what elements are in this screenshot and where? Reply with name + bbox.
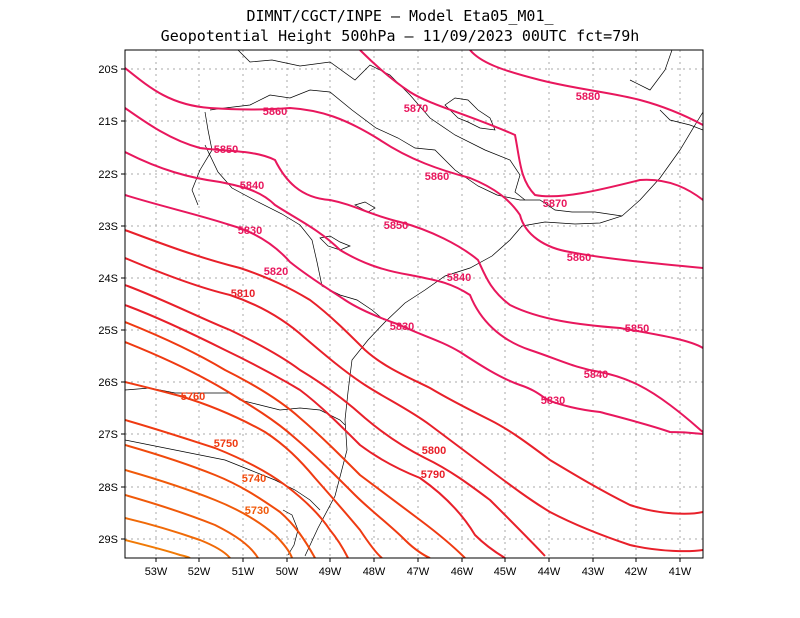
lon-label: 44W xyxy=(538,566,561,578)
lat-label: 21S xyxy=(98,116,118,128)
lon-label: 43W xyxy=(582,566,605,578)
contour-label: 5730 xyxy=(245,505,269,517)
contour-label: 5830 xyxy=(390,321,414,333)
lat-label: 24S xyxy=(98,273,118,285)
contour-5820 xyxy=(125,229,703,515)
contour-5830 xyxy=(125,194,703,435)
contour-label: 5760 xyxy=(181,391,205,403)
lon-label: 49W xyxy=(319,566,342,578)
state-border-sp-pr xyxy=(204,144,385,321)
reservoir-1 xyxy=(444,97,496,131)
state-border-sp-mg xyxy=(209,89,623,217)
geography-lines xyxy=(125,50,703,557)
contour-5880 xyxy=(469,50,703,126)
contour-label: 5840 xyxy=(584,369,608,381)
state-border-sc-rs xyxy=(125,439,321,511)
contour-label: 5860 xyxy=(263,106,287,118)
contour-5780 xyxy=(125,321,466,558)
contour-label: 5850 xyxy=(384,220,408,232)
state-border-ms-pr xyxy=(191,111,213,206)
plot-frame xyxy=(124,49,704,559)
chart-title-line-2: Geopotential Height 500hPa – 11/09/2023 … xyxy=(160,27,640,45)
state-border-north xyxy=(237,50,526,201)
reservoir-2 xyxy=(319,235,351,251)
lat-label: 28S xyxy=(98,482,118,494)
contour-5770 xyxy=(125,341,431,558)
graticule xyxy=(125,50,703,558)
lon-label: 51W xyxy=(232,566,255,578)
contour-5870 xyxy=(359,50,703,201)
lon-label: 46W xyxy=(451,566,474,578)
contour-5800 xyxy=(125,284,546,557)
lon-label: 45W xyxy=(494,566,517,578)
lon-label: 42W xyxy=(625,566,648,578)
contour-5790 xyxy=(125,304,506,558)
contour-label: 5860 xyxy=(567,252,591,264)
lat-label: 20S xyxy=(98,64,118,76)
lon-label: 50W xyxy=(276,566,299,578)
contour-lines xyxy=(125,50,703,558)
contour-label: 5880 xyxy=(576,91,600,103)
lon-label: 41W xyxy=(669,566,692,578)
contour-label: 5850 xyxy=(214,144,238,156)
contour-label: 5870 xyxy=(543,198,567,210)
contour-5750 xyxy=(125,419,349,558)
rj-es-border xyxy=(659,109,703,131)
lon-label: 48W xyxy=(363,566,386,578)
contour-label: 5830 xyxy=(238,225,262,237)
contour-label: 5810 xyxy=(231,288,255,300)
lon-label: 53W xyxy=(145,566,168,578)
axis-ticks xyxy=(121,68,681,562)
contour-5730 xyxy=(125,469,293,558)
lon-label: 47W xyxy=(407,566,430,578)
contour-label: 5750 xyxy=(214,438,238,450)
lat-label: 25S xyxy=(98,325,118,337)
contour-5840 xyxy=(125,151,703,433)
coastline xyxy=(304,111,703,557)
contour-5850 xyxy=(125,107,703,349)
contour-label: 5820 xyxy=(264,266,288,278)
contour-label: 5840 xyxy=(240,180,264,192)
lon-label: 52W xyxy=(188,566,211,578)
mg-rj-border xyxy=(629,50,673,91)
lat-label: 22S xyxy=(98,169,118,181)
contour-label: 5870 xyxy=(404,103,428,115)
contour-label: 5800 xyxy=(422,445,446,457)
contour-label: 5840 xyxy=(447,272,471,284)
state-border-pr-sc xyxy=(125,387,346,426)
contour-5760 xyxy=(125,381,383,558)
lat-label: 27S xyxy=(98,429,118,441)
contour-label: 5740 xyxy=(242,473,266,485)
contour-label: 5830 xyxy=(541,395,565,407)
latitude-labels: 20S 21S 22S 23S 24S 25S 26S 27S 28S 29S xyxy=(98,64,118,546)
contour-5740 xyxy=(125,444,316,558)
contour-5860-west xyxy=(125,67,703,269)
contour-5720 xyxy=(125,494,259,558)
lat-label: 29S xyxy=(98,534,118,546)
contour-5700 xyxy=(125,539,191,558)
contour-labels: 5860 5870 5880 5850 5860 5840 5870 5830 … xyxy=(181,91,649,517)
contour-label: 5860 xyxy=(425,171,449,183)
lat-label: 23S xyxy=(98,221,118,233)
contour-label: 5790 xyxy=(421,469,445,481)
longitude-labels: 53W 52W 51W 50W 49W 48W 47W 46W 45W 44W … xyxy=(145,566,692,578)
chart-title-line-1: DIMNT/CGCT/INPE – Model Eta05_M01_ xyxy=(246,7,554,25)
contour-5710 xyxy=(125,517,231,558)
contour-5810 xyxy=(125,257,703,553)
lat-label: 26S xyxy=(98,377,118,389)
contour-label: 5850 xyxy=(625,323,649,335)
